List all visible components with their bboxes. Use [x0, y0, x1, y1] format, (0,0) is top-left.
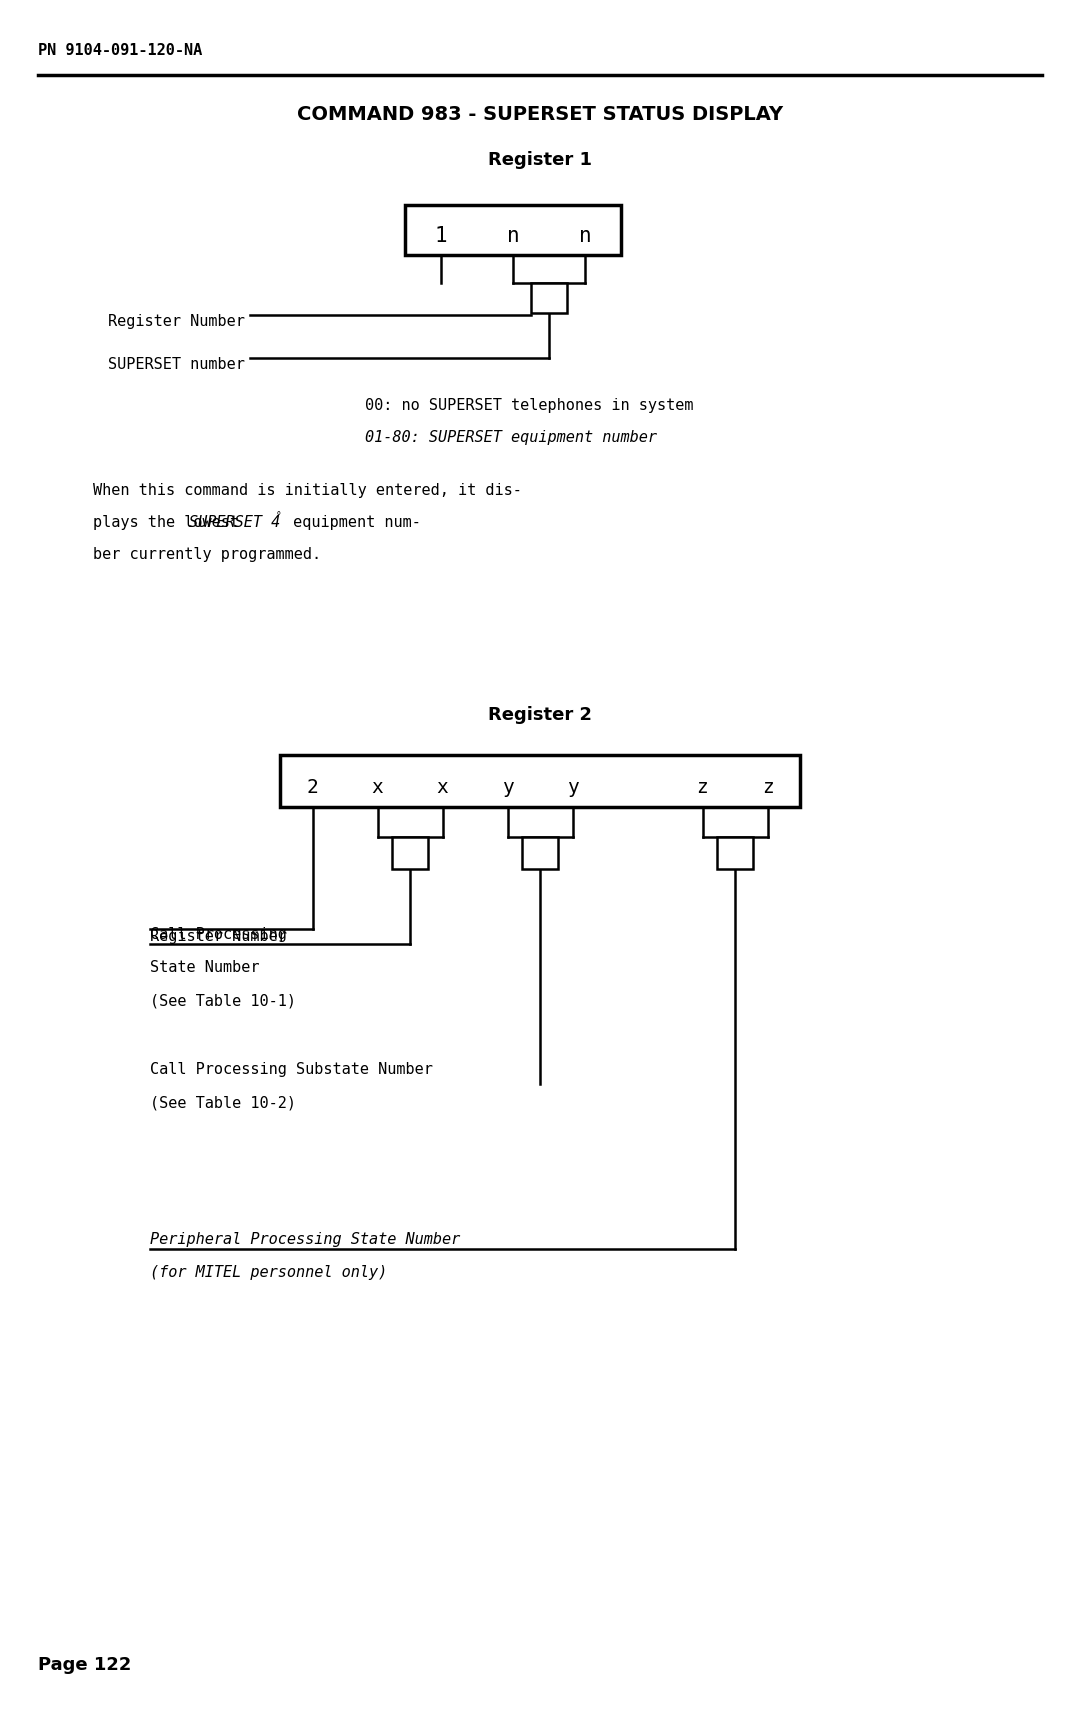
- Bar: [717, 836, 753, 869]
- Text: x: x: [436, 778, 448, 797]
- Text: Register Number: Register Number: [108, 314, 245, 329]
- Text: ber currently programmed.: ber currently programmed.: [93, 547, 321, 562]
- Text: Page 122: Page 122: [38, 1656, 132, 1675]
- Text: State Number: State Number: [150, 960, 259, 975]
- Text: (See Table 10-2): (See Table 10-2): [150, 1095, 296, 1111]
- Text: SUPERSET 4: SUPERSET 4: [189, 514, 280, 530]
- Text: When this command is initially entered, it dis-: When this command is initially entered, …: [93, 483, 522, 499]
- Text: 00: no SUPERSET telephones in system: 00: no SUPERSET telephones in system: [365, 398, 693, 413]
- Text: °: °: [275, 511, 282, 521]
- Text: z: z: [761, 778, 773, 797]
- Text: (See Table 10-1): (See Table 10-1): [150, 992, 296, 1008]
- Text: n: n: [579, 226, 592, 247]
- Text: Register Number: Register Number: [150, 929, 287, 943]
- Text: 2: 2: [307, 778, 319, 797]
- Text: Call Processing: Call Processing: [150, 927, 287, 943]
- Text: PN 9104-091-120-NA: PN 9104-091-120-NA: [38, 43, 202, 58]
- Text: 01-80: SUPERSET equipment number: 01-80: SUPERSET equipment number: [365, 430, 657, 446]
- Text: n: n: [507, 226, 519, 247]
- Text: 1: 1: [434, 226, 447, 247]
- Text: COMMAND 983 - SUPERSET STATUS DISPLAY: COMMAND 983 - SUPERSET STATUS DISPLAY: [297, 105, 783, 123]
- Bar: [392, 836, 428, 869]
- Bar: [522, 836, 558, 869]
- Text: y: y: [501, 778, 513, 797]
- Text: Call Processing Substate Number: Call Processing Substate Number: [150, 1063, 433, 1076]
- Text: plays the lowest: plays the lowest: [93, 514, 248, 530]
- Text: (for MITEL personnel only): (for MITEL personnel only): [150, 1265, 388, 1280]
- Text: Peripheral Processing State Number: Peripheral Processing State Number: [150, 1232, 460, 1248]
- Bar: [280, 754, 800, 807]
- Text: Register 2: Register 2: [488, 706, 592, 723]
- Bar: [531, 283, 567, 314]
- Text: equipment num-: equipment num-: [284, 514, 421, 530]
- Text: y: y: [567, 778, 579, 797]
- Text: z: z: [697, 778, 708, 797]
- Text: SUPERSET number: SUPERSET number: [108, 357, 245, 372]
- Text: Register 1: Register 1: [488, 151, 592, 170]
- Text: x: x: [372, 778, 383, 797]
- Bar: [405, 206, 621, 255]
